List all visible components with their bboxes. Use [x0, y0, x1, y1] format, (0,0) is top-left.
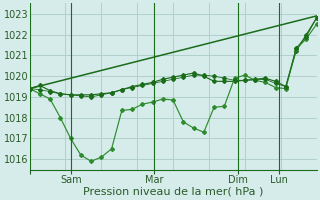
X-axis label: Pression niveau de la mer( hPa ): Pression niveau de la mer( hPa )	[83, 187, 263, 197]
